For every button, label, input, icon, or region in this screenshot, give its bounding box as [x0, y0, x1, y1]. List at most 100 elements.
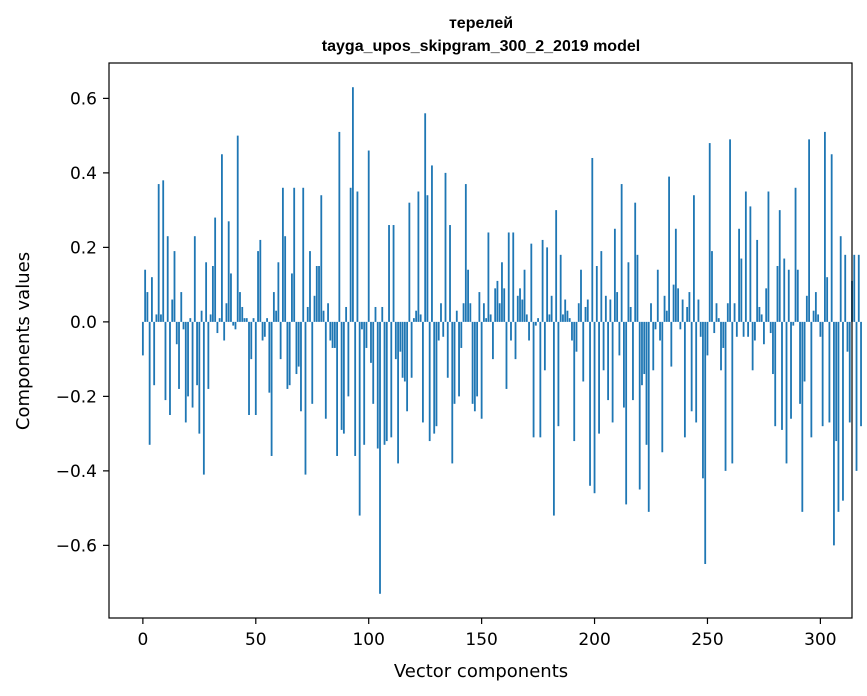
- bar-214: [625, 321, 628, 505]
- bar-54: [263, 321, 266, 337]
- bar-196: [584, 306, 587, 322]
- bar-160: [503, 288, 506, 322]
- bar-276: [765, 288, 768, 322]
- bar-151: [482, 303, 485, 322]
- bar-6: [155, 314, 158, 322]
- bar-253: [713, 321, 716, 334]
- bar-79: [320, 195, 323, 322]
- bar-38: [227, 221, 230, 322]
- bar-230: [661, 321, 664, 453]
- bar-36: [223, 321, 226, 341]
- bar-212: [620, 184, 623, 322]
- bar-110: [390, 321, 393, 438]
- x-tick-label: 0: [137, 630, 148, 650]
- bar-24: [196, 321, 198, 386]
- bar-225: [650, 303, 652, 322]
- bar-101: [370, 321, 372, 363]
- bar-222: [643, 321, 646, 375]
- bar-2: [146, 292, 149, 322]
- bar-28: [205, 262, 208, 322]
- bar-267: [744, 191, 747, 322]
- bar-127: [428, 321, 431, 442]
- bar-153: [487, 232, 490, 322]
- bar-5: [153, 321, 156, 386]
- bar-102: [372, 321, 375, 404]
- y-tick-label: 0.2: [70, 238, 97, 258]
- bar-198: [589, 321, 591, 486]
- bar-154: [489, 314, 492, 322]
- bar-103: [374, 306, 377, 322]
- bar-13: [171, 299, 174, 322]
- bar-221: [641, 321, 643, 386]
- bar-107: [383, 321, 386, 445]
- bar-263: [735, 321, 738, 337]
- bar-82: [327, 303, 329, 322]
- bar-96: [358, 321, 361, 516]
- bar-165: [514, 321, 517, 360]
- bar-204: [602, 321, 605, 371]
- bar-197: [586, 299, 589, 322]
- bar-261: [731, 321, 734, 464]
- bar-126: [426, 195, 429, 322]
- bar-290: [796, 269, 799, 322]
- bar-294: [805, 295, 808, 322]
- bar-35: [221, 154, 223, 322]
- bar-257: [722, 321, 725, 348]
- bar-199: [591, 157, 594, 322]
- bar-252: [711, 251, 713, 322]
- bar-116: [403, 321, 406, 382]
- bar-90: [345, 306, 348, 322]
- bar-132: [440, 303, 442, 322]
- bar-164: [512, 232, 515, 322]
- bar-181: [550, 295, 553, 322]
- bar-275: [763, 321, 765, 345]
- bar-9: [162, 180, 165, 322]
- plot-frame: [108, 62, 853, 619]
- bar-68: [295, 321, 298, 375]
- bar-50: [254, 321, 257, 415]
- bar-91: [347, 321, 350, 397]
- bar-215: [627, 262, 630, 322]
- bar-250: [706, 321, 709, 356]
- bar-92: [349, 187, 352, 322]
- plot-area: [109, 63, 852, 618]
- bar-316: [855, 321, 858, 471]
- bar-235: [672, 284, 675, 322]
- bar-32: [214, 217, 217, 322]
- bar-283: [781, 321, 783, 430]
- bar-86: [336, 321, 338, 456]
- bar-119: [410, 321, 413, 378]
- bar-297: [812, 310, 815, 322]
- bar-20: [187, 321, 189, 397]
- bar-16: [178, 321, 180, 389]
- bar-34: [218, 318, 221, 322]
- bar-201: [595, 266, 598, 322]
- bar-280: [774, 321, 777, 427]
- bar-1: [144, 269, 147, 322]
- bar-273: [758, 306, 761, 322]
- chart-title-line2: tayga_upos_skipgram_300_2_2019 model: [322, 38, 640, 55]
- bar-95: [356, 191, 359, 322]
- x-tick-label: 250: [691, 630, 723, 650]
- bar-271: [753, 321, 756, 341]
- bar-304: [828, 321, 831, 423]
- bar-224: [647, 321, 650, 512]
- bar-37: [225, 303, 228, 322]
- bar-8: [160, 314, 162, 322]
- bar-94: [354, 321, 357, 456]
- bar-89: [342, 321, 345, 434]
- bar-231: [663, 295, 666, 322]
- bar-176: [539, 321, 542, 438]
- bar-289: [794, 187, 797, 322]
- bar-73: [306, 306, 309, 322]
- bar-200: [593, 321, 596, 494]
- bar-166: [516, 295, 519, 322]
- bar-288: [792, 321, 795, 326]
- bar-318: [860, 321, 862, 427]
- bar-286: [787, 269, 790, 322]
- bar-298: [814, 292, 817, 322]
- bar-170: [525, 314, 528, 322]
- bar-111: [392, 225, 395, 322]
- bar-48: [250, 321, 253, 360]
- bar-260: [729, 139, 731, 322]
